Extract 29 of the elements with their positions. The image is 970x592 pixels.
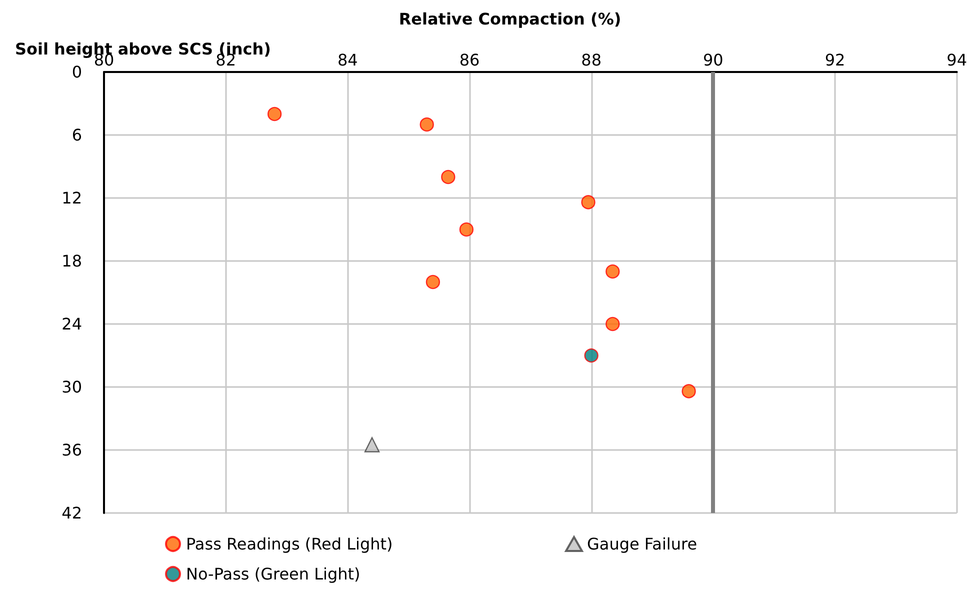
y-tick-label: 18 — [62, 252, 82, 270]
point — [426, 274, 440, 290]
point — [441, 170, 456, 184]
point — [420, 117, 434, 132]
y-tick-label: 30 — [62, 378, 82, 396]
point — [581, 195, 596, 210]
y-tick-label: 6 — [72, 126, 82, 144]
point — [267, 106, 282, 122]
x-axis-title: Relative Compaction (%) — [398, 10, 622, 28]
x-tick-label: 86 — [459, 50, 480, 70]
x-tick-label: 94 — [946, 50, 967, 70]
point — [584, 348, 598, 363]
y-tick-label: 12 — [62, 188, 82, 208]
point — [459, 222, 474, 237]
legend-label: Pass Readings (Red Light) — [186, 534, 393, 554]
x-tick-label: 90 — [702, 50, 724, 70]
point — [682, 384, 696, 398]
point — [606, 316, 620, 332]
y-tick-label: 0 — [72, 62, 82, 82]
legend-label: Gauge Failure — [587, 534, 698, 554]
point — [364, 437, 380, 452]
y-tick-label: 24 — [62, 314, 82, 334]
x-tick-label: 92 — [824, 50, 846, 70]
x-tick-label: 84 — [337, 50, 358, 70]
y-tick-label: 36 — [62, 440, 82, 460]
y-tick-label: 42 — [62, 504, 82, 522]
x-tick-label: 88 — [581, 50, 602, 70]
point — [606, 264, 620, 279]
legend-label: No-Pass (Green Light) — [186, 564, 360, 584]
